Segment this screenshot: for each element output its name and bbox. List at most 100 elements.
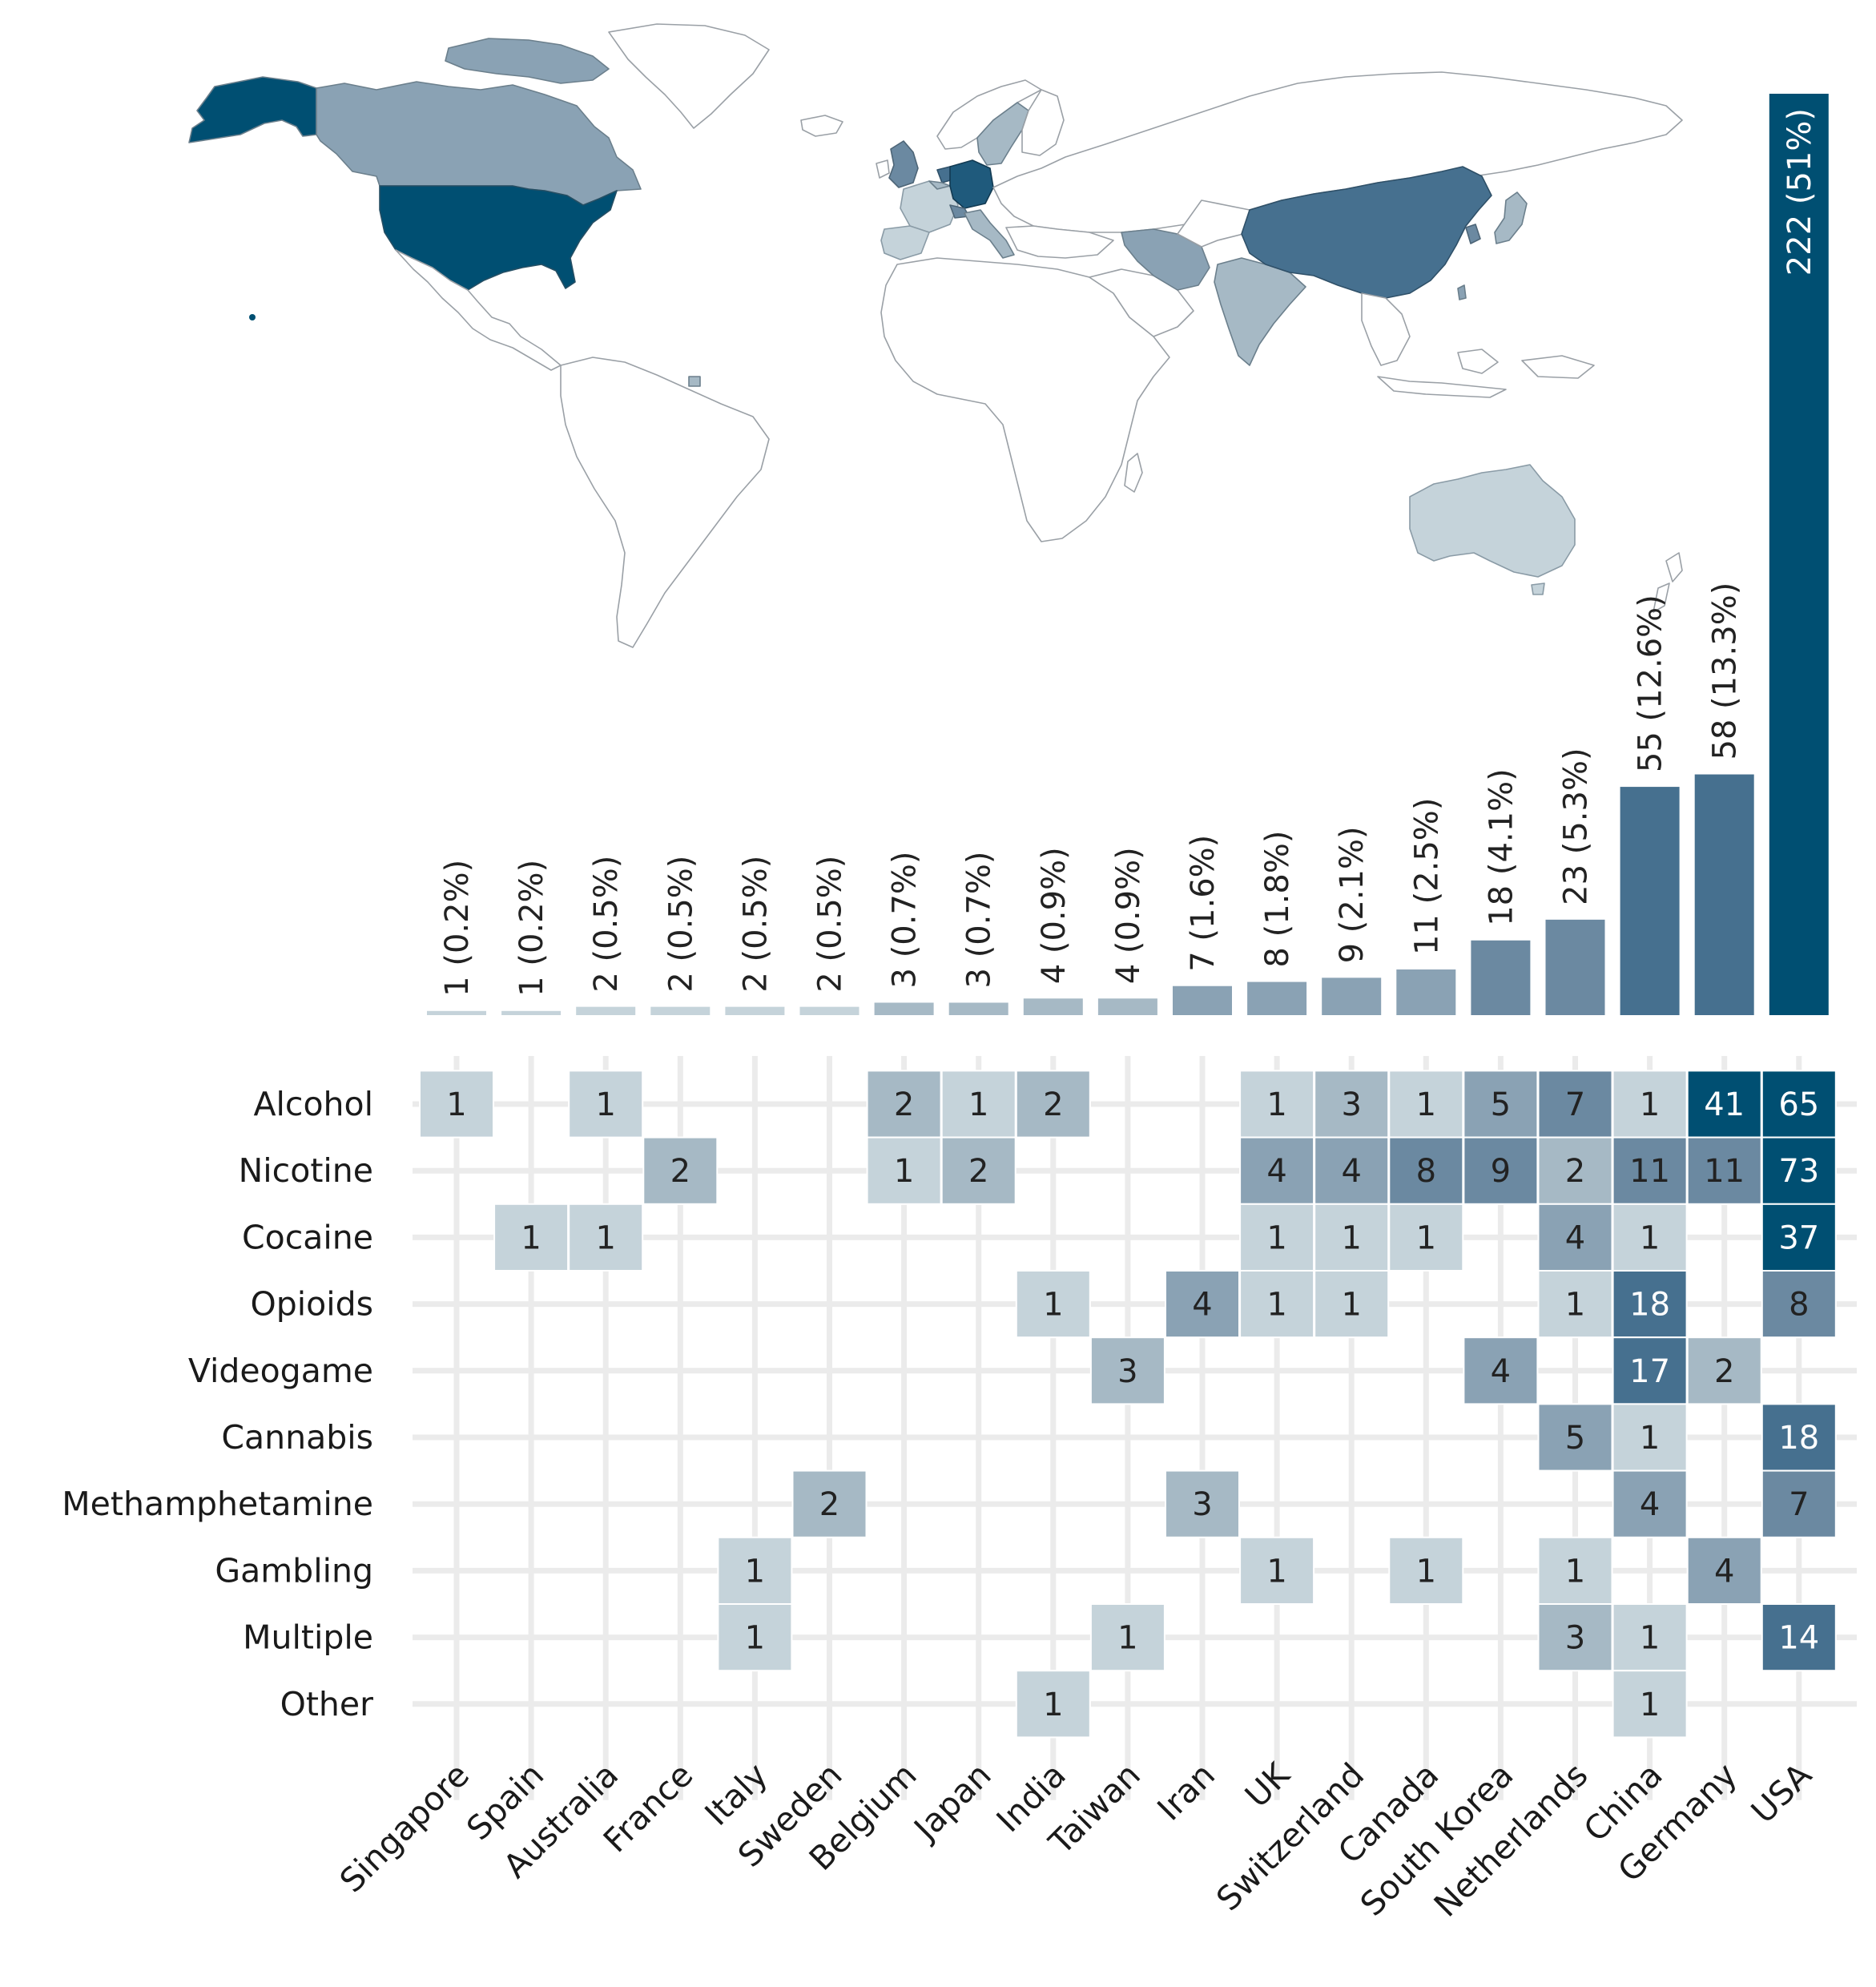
bar-label-france: 2 (0.5%) (662, 856, 699, 993)
heatmap-cell-alcohol-south-korea (1463, 1070, 1539, 1139)
heatmap-cell-value-alcohol-singapore: 1 (446, 1086, 466, 1123)
heatmap-cell-nicotine-canada (1388, 1136, 1464, 1205)
column-label-iran: Iran (1150, 1755, 1223, 1828)
heatmap-cell-value-videogame-china: 17 (1629, 1353, 1670, 1390)
heatmap-cell-methamphetamine-sweden (791, 1469, 868, 1538)
heatmap-cell-value-opioids-china: 18 (1629, 1287, 1670, 1324)
heatmap-cell-alcohol-singapore (419, 1070, 494, 1139)
heatmap-cell-value-methamphetamine-sweden: 2 (819, 1486, 839, 1523)
heatmap-cell-value-nicotine-germany: 11 (1704, 1153, 1745, 1190)
heatmap-cell-nicotine-usa (1761, 1136, 1837, 1205)
heatmap-cells: 1 1 2 1 2 1 3 1 5 7 1 41 652 1 2 4 4 8 9 2 11 11 731 1 1 1 1 4 1 371 4… (419, 1070, 1837, 1739)
heatmap-cell-value-opioids-usa: 8 (1789, 1287, 1809, 1324)
heatmap-cell-value-methamphetamine-usa: 7 (1789, 1486, 1809, 1523)
heatmap-cell-value-videogame-taiwan: 3 (1117, 1353, 1137, 1390)
heatmap-cell-opioids-usa (1761, 1270, 1837, 1339)
heatmap-cell-cocaine-australia (568, 1203, 644, 1272)
heatmap-cell-opioids-uk (1239, 1270, 1315, 1339)
heatmap-cell-multiple-usa (1761, 1603, 1837, 1672)
bar-belgium (874, 1002, 934, 1015)
bar-data-labels: 1 (0.2%) 1 (0.2%) 2 (0.5%) 2 (0.5%) 2 (0.5%)… (439, 108, 1818, 997)
bar-label-uk: 8 (1.8%) (1259, 831, 1296, 968)
heatmap-cell-value-videogame-south-korea: 4 (1491, 1353, 1511, 1390)
heatmap-cell-value-other-china: 1 (1640, 1687, 1660, 1723)
map-country-iran (1121, 228, 1210, 291)
heatmap-cell-opioids-india (1015, 1270, 1091, 1339)
heatmap-cell-value-opioids-netherlands: 1 (1565, 1287, 1585, 1324)
heatmap-cell-value-opioids-india: 1 (1043, 1287, 1063, 1324)
heatmap-cell-value-gambling-netherlands: 1 (1565, 1553, 1585, 1590)
bar-label-usa: 222 (51%) (1781, 108, 1818, 276)
heatmap-cell-value-cocaine-china: 1 (1640, 1219, 1660, 1256)
column-label-singapore: Singapore (332, 1755, 477, 1900)
heatmap-cell-value-nicotine-canada: 8 (1416, 1153, 1436, 1190)
map-country-china (1241, 166, 1492, 299)
heatmap-cell-value-opioids-iran: 4 (1192, 1287, 1212, 1324)
heatmap-cell-value-gambling-uk: 1 (1266, 1553, 1286, 1590)
heatmap-cell-nicotine-belgium (866, 1136, 942, 1205)
heatmap-cell-opioids-iran (1165, 1270, 1240, 1339)
heatmap-cell-nicotine-south-korea (1463, 1136, 1539, 1205)
bar-usa (1769, 94, 1829, 1015)
heatmap-cell-gambling-germany (1686, 1536, 1762, 1606)
heatmap-cell-methamphetamine-iran (1165, 1469, 1240, 1538)
heatmap-cell-value-nicotine-france: 2 (670, 1153, 690, 1190)
heatmap-cell-gambling-italy (717, 1536, 793, 1606)
country-count-bars (427, 94, 1829, 1015)
heatmap-cell-cannabis-china (1612, 1403, 1688, 1472)
row-label-multiple: Multiple (243, 1618, 373, 1657)
map-country-italy (964, 209, 1015, 259)
heatmap-cell-value-nicotine-usa: 73 (1778, 1153, 1819, 1190)
heatmap-cell-cocaine-switzerland (1314, 1203, 1390, 1272)
bar-label-italy: 2 (0.5%) (737, 856, 774, 993)
bar-japan (948, 1002, 1008, 1015)
heatmap-cell-value-alcohol-uk: 1 (1266, 1086, 1286, 1123)
heatmap-cell-value-cocaine-switzerland: 1 (1341, 1219, 1361, 1256)
bar-label-spain: 1 (0.2%) (513, 860, 550, 997)
column-label-japan: Japan (905, 1755, 999, 1849)
heatmap-cell-value-nicotine-switzerland: 4 (1341, 1153, 1361, 1190)
map-landmasses (188, 23, 1683, 648)
bar-india (1023, 998, 1083, 1015)
heatmap-cell-value-alcohol-south-korea: 5 (1491, 1086, 1511, 1123)
heatmap-cell-cannabis-usa (1761, 1403, 1837, 1472)
heatmap-cell-value-nicotine-uk: 4 (1266, 1153, 1286, 1190)
map-country-caribbean (688, 376, 701, 387)
world-choropleth-map (188, 23, 1683, 648)
heatmap-cell-nicotine-france (642, 1136, 719, 1205)
heatmap-cell-other-india (1015, 1670, 1091, 1739)
heatmap-cell-value-methamphetamine-iran: 3 (1192, 1486, 1212, 1523)
bar-label-taiwan: 4 (0.9%) (1110, 847, 1147, 984)
bar-label-singapore: 1 (0.2%) (439, 860, 476, 997)
heatmap-cell-value-alcohol-switzerland: 3 (1341, 1086, 1361, 1123)
heatmap-cell-alcohol-australia (568, 1070, 644, 1139)
heatmap-cell-value-opioids-switzerland: 1 (1341, 1287, 1361, 1324)
heatmap-cell-value-nicotine-japan: 2 (968, 1153, 988, 1190)
bar-label-japan: 3 (0.7%) (961, 851, 998, 988)
heatmap-cell-value-alcohol-china: 1 (1640, 1086, 1660, 1123)
heatmap-cell-multiple-china (1612, 1603, 1688, 1672)
map-country-south-korea (1465, 224, 1481, 244)
heatmap-cell-value-alcohol-australia: 1 (595, 1086, 615, 1123)
heatmap-cell-value-cannabis-usa: 18 (1778, 1420, 1819, 1457)
heatmap-cell-value-opioids-uk: 1 (1266, 1287, 1286, 1324)
row-label-alcohol: Alcohol (253, 1085, 373, 1123)
bar-label-china: 55 (12.6%) (1632, 594, 1669, 772)
heatmap-cell-value-cocaine-uk: 1 (1266, 1219, 1286, 1256)
heatmap-cell-methamphetamine-china (1612, 1469, 1688, 1538)
heatmap-cell-cocaine-usa (1761, 1203, 1837, 1272)
bar-spain (501, 1010, 562, 1015)
heatmap-cell-value-alcohol-germany: 41 (1704, 1086, 1745, 1123)
heatmap-cell-value-nicotine-netherlands: 2 (1565, 1153, 1585, 1190)
map-greenland (608, 23, 770, 129)
heatmap-cell-alcohol-uk (1239, 1070, 1315, 1139)
heatmap-cell-alcohol-usa (1761, 1070, 1837, 1139)
heatmap-cell-gambling-netherlands (1537, 1536, 1613, 1606)
bar-uk (1247, 981, 1307, 1015)
heatmap-cell-nicotine-uk (1239, 1136, 1315, 1205)
row-label-nicotine: Nicotine (239, 1151, 373, 1190)
bar-italy (725, 1006, 785, 1015)
bar-switzerland (1322, 977, 1382, 1015)
